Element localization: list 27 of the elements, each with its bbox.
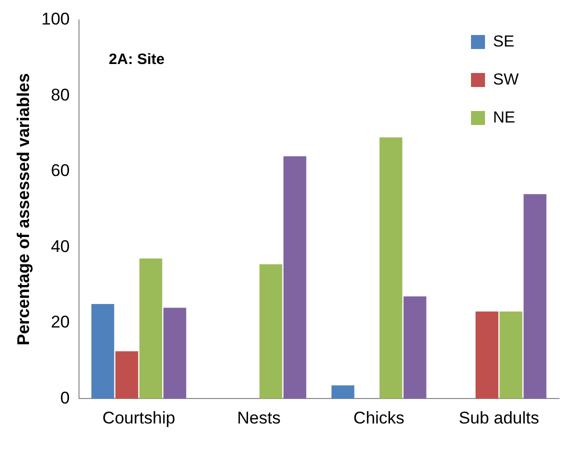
y-tick-label: 40	[50, 236, 70, 256]
x-tick-label: Sub adults	[458, 408, 540, 428]
legend-label: SW	[493, 71, 520, 88]
bar	[139, 258, 162, 399]
bar	[476, 312, 498, 399]
y-tick-label: 80	[50, 85, 70, 104]
y-axis-title: Percentage of assessed variables	[14, 73, 33, 346]
bar	[91, 304, 114, 399]
bar	[115, 351, 138, 399]
bar	[283, 156, 306, 399]
bar	[404, 296, 426, 399]
y-tick-label: 100	[41, 10, 70, 29]
bar	[163, 308, 186, 399]
x-tick-label: Chicks	[353, 408, 404, 428]
legend-label: SE	[493, 33, 514, 50]
bar	[524, 194, 546, 399]
x-tick-label: Nests	[237, 408, 281, 428]
y-tick-label: 60	[50, 161, 70, 180]
text: 2A: Site	[108, 51, 165, 68]
bar	[380, 137, 402, 399]
y-tick-label: 20	[50, 312, 70, 332]
bar	[500, 312, 522, 399]
bar	[259, 264, 282, 399]
y-tick-label: 0	[60, 388, 70, 408]
bar	[331, 385, 354, 399]
legend-label: NE	[493, 109, 516, 126]
x-tick-label: Courtship	[102, 408, 176, 428]
